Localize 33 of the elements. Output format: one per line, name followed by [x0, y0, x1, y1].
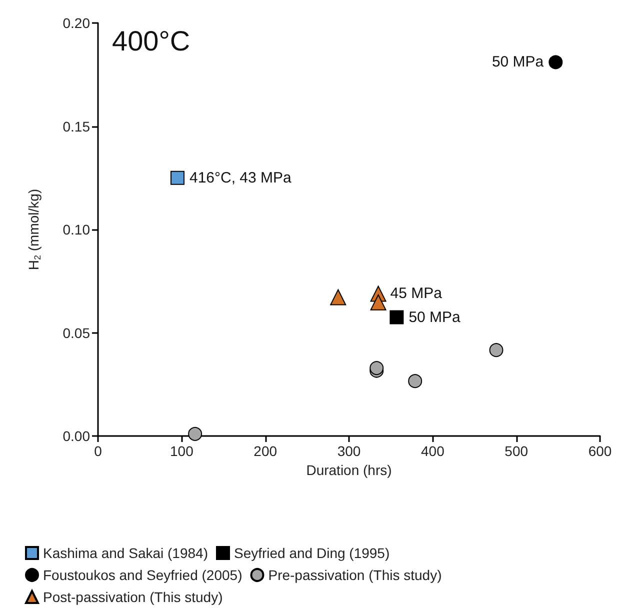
point — [390, 310, 404, 324]
y-tick-label: 0.15 — [62, 118, 90, 134]
annotation: 50 MPa — [408, 308, 462, 326]
annotation: 416°C, 43 MPa — [189, 169, 292, 186]
point — [548, 55, 563, 70]
legend-label: Pre-passivation (This study) — [268, 567, 442, 583]
annotation: 45 MPa — [390, 285, 443, 302]
point — [370, 361, 384, 376]
legend-label: Foustoukos and Seyfried (2005) — [43, 567, 242, 583]
x-axis-title: Duration (hrs) — [306, 462, 392, 478]
point — [330, 289, 346, 306]
legend-label: Seyfried and Ding (1995) — [234, 545, 390, 561]
annotation: 400°C — [112, 26, 190, 56]
x-tick-label: 600 — [588, 443, 612, 459]
x-tick-label: 500 — [504, 443, 528, 459]
point — [188, 426, 202, 441]
x-tick-label: 300 — [337, 443, 361, 459]
x-tick-label: 0 — [94, 443, 102, 459]
point — [408, 374, 422, 388]
x-tick-label: 200 — [254, 443, 278, 459]
y-tick-label: 0.05 — [62, 324, 90, 341]
point — [489, 343, 504, 358]
y-tick-label: 0.20 — [62, 15, 90, 31]
x-tick-label: 400 — [420, 443, 445, 459]
point — [170, 170, 184, 185]
legend-label: Kashima and Sakai (1984) — [43, 545, 208, 561]
y-axis-title: H2 (mmol/kg) — [26, 188, 42, 270]
legend-label: Post-passivation (This study) — [43, 589, 223, 605]
y-tick-label: 0.10 — [62, 222, 90, 238]
annotation: 50 MPa — [492, 54, 544, 71]
point — [370, 294, 386, 310]
y-tick-label: 0.00 — [62, 428, 90, 444]
x-tick-label: 100 — [170, 443, 194, 459]
